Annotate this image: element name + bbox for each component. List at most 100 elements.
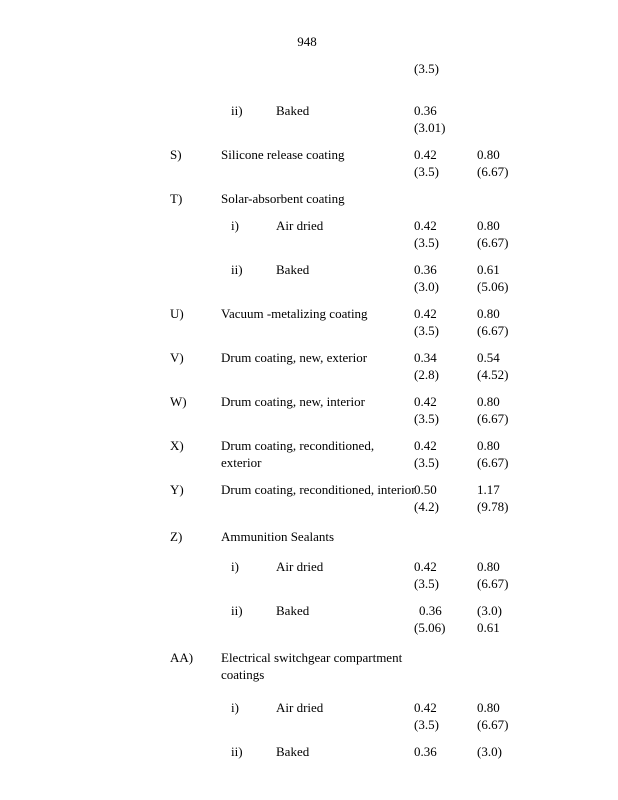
sub-label: Baked	[276, 603, 310, 618]
value-secondary: 0.80	[477, 394, 500, 409]
value-primary: 0.42	[414, 438, 437, 453]
value-primary-alt: (3.0)	[414, 279, 439, 294]
value-primary: 0.42	[414, 394, 437, 409]
value-secondary-alt: 0.61	[477, 620, 500, 635]
roman-numeral: ii)	[231, 603, 243, 618]
roman-numeral: ii)	[231, 103, 243, 118]
value-primary-alt: (3.5)	[414, 455, 439, 470]
roman-numeral: ii)	[231, 744, 243, 759]
value-primary: 0.42	[414, 559, 437, 574]
value-primary: 0.42	[414, 218, 437, 233]
entry-description: Drum coating, reconditioned, interior	[221, 482, 416, 497]
page-number: 948	[297, 34, 317, 49]
sub-label: Air dried	[276, 218, 324, 233]
roman-numeral: i)	[231, 218, 239, 233]
value-primary: 0.50	[414, 482, 437, 497]
value-secondary-alt: (6.67)	[477, 323, 509, 338]
entry-letter: V)	[170, 350, 184, 365]
value-secondary: 0.80	[477, 438, 500, 453]
value-primary: 0.36	[414, 103, 437, 118]
entry-t-ii: ii) Baked 0.36 0.61 (3.0) (5.06)	[0, 261, 618, 295]
entry-t-i: i) Air dried 0.42 0.80 (3.5) (6.67)	[0, 217, 618, 251]
value-secondary: (3.0)	[477, 603, 502, 618]
value-secondary: 0.80	[477, 700, 500, 715]
value-secondary-alt: (4.52)	[477, 367, 509, 382]
roman-numeral: i)	[231, 559, 239, 574]
value-primary-alt: (3.5)	[414, 323, 439, 338]
entry-letter: W)	[170, 394, 187, 409]
value-primary-alt: (3.5)	[414, 717, 439, 732]
value-primary-alt: (3.5)	[414, 164, 439, 179]
entry-x: X) Drum coating, reconditioned, 0.42 0.8…	[0, 437, 618, 471]
value-primary: 0.34	[414, 350, 437, 365]
entry-description: Drum coating, new, interior	[221, 394, 365, 409]
entry-z: Z) Ammunition Sealants	[0, 528, 618, 545]
entry-description-line2: exterior	[221, 455, 262, 470]
sub-label: Baked	[276, 103, 310, 118]
value-secondary-alt: (5.06)	[477, 279, 509, 294]
entry-t: T) Solar-absorbent coating	[0, 190, 618, 207]
value-secondary-alt: (6.67)	[477, 717, 509, 732]
value-secondary: 0.80	[477, 559, 500, 574]
value-primary-alt: (3.01)	[414, 120, 446, 135]
entry-description-line2: coatings	[221, 667, 265, 682]
entry-description: Electrical switchgear compartment	[221, 650, 403, 665]
value-primary-alt: (5.06)	[414, 620, 446, 635]
entry-y: Y) Drum coating, reconditioned, interior…	[0, 481, 618, 515]
value-secondary: 0.61	[477, 262, 500, 277]
entry-description: Silicone release coating	[221, 147, 345, 162]
value-secondary: 0.80	[477, 306, 500, 321]
value-primary: 0.36	[414, 744, 437, 759]
entry-description: Drum coating, new, exterior	[221, 350, 368, 365]
value-primary-alt: (4.2)	[414, 499, 439, 514]
entry-letter: T)	[170, 191, 183, 206]
entry-aa: AA) Electrical switchgear compartment co…	[0, 649, 618, 683]
value-primary: 0.42	[414, 306, 437, 321]
entry-aa-ii: ii) Baked 0.36 (3.0)	[0, 743, 618, 760]
value-secondary: 0.54	[477, 350, 500, 365]
sub-label: Air dried	[276, 700, 324, 715]
value-secondary-alt: (6.67)	[477, 164, 509, 179]
entry-letter: X)	[170, 438, 184, 453]
value-secondary-alt: (6.67)	[477, 455, 509, 470]
value-secondary: 0.80	[477, 218, 500, 233]
value-primary: 0.36	[414, 262, 437, 277]
entry-z-i: i) Air dried 0.42 0.80 (3.5) (6.67)	[0, 558, 618, 592]
value-primary: 0.42	[414, 700, 437, 715]
value-primary: 0.42	[414, 147, 437, 162]
entry-description: Drum coating, reconditioned,	[221, 438, 375, 453]
sub-label: Baked	[276, 744, 310, 759]
entry-z-ii: ii) Baked 0.36 (3.0) (5.06) 0.61	[0, 602, 618, 636]
entry-aa-i: i) Air dried 0.42 0.80 (3.5) (6.67)	[0, 699, 618, 733]
entry-letter: Z)	[170, 529, 183, 544]
value-primary-alt: (3.5)	[414, 576, 439, 591]
entry-u: U) Vacuum -metalizing coating 0.42 0.80 …	[0, 305, 618, 339]
value-primary: 0.36	[419, 603, 442, 618]
value-secondary-alt: (6.67)	[477, 235, 509, 250]
value-secondary: 0.80	[477, 147, 500, 162]
entry-v: V) Drum coating, new, exterior 0.34 0.54…	[0, 349, 618, 383]
roman-numeral: i)	[231, 700, 239, 715]
entry-description: Vacuum -metalizing coating	[221, 306, 368, 321]
entry-baked-orphan: ii) Baked 0.36 (3.01)	[0, 102, 618, 136]
entry-description: Ammunition Sealants	[221, 529, 335, 544]
value-primary-alt: (2.8)	[414, 367, 439, 382]
value-secondary: (3.0)	[477, 744, 502, 759]
entry-description: Solar-absorbent coating	[221, 191, 345, 206]
sub-label: Baked	[276, 262, 310, 277]
document-body: (3.5) ii) Baked 0.36 (3.01) S) Silicone …	[0, 60, 618, 760]
roman-numeral: ii)	[231, 262, 243, 277]
value-secondary-alt: (9.78)	[477, 499, 509, 514]
entry-letter: AA)	[170, 650, 194, 665]
orphan-value1: (3.5)	[414, 61, 439, 76]
value-primary-alt: (3.5)	[414, 235, 439, 250]
value-secondary: 1.17	[477, 482, 500, 497]
entry-letter: Y)	[170, 482, 184, 497]
value-primary-alt: (3.5)	[414, 411, 439, 426]
orphan-value-row: (3.5)	[0, 60, 618, 77]
value-secondary-alt: (6.67)	[477, 411, 509, 426]
entry-letter: U)	[170, 306, 184, 321]
entry-w: W) Drum coating, new, interior 0.42 0.80…	[0, 393, 618, 427]
sub-label: Air dried	[276, 559, 324, 574]
